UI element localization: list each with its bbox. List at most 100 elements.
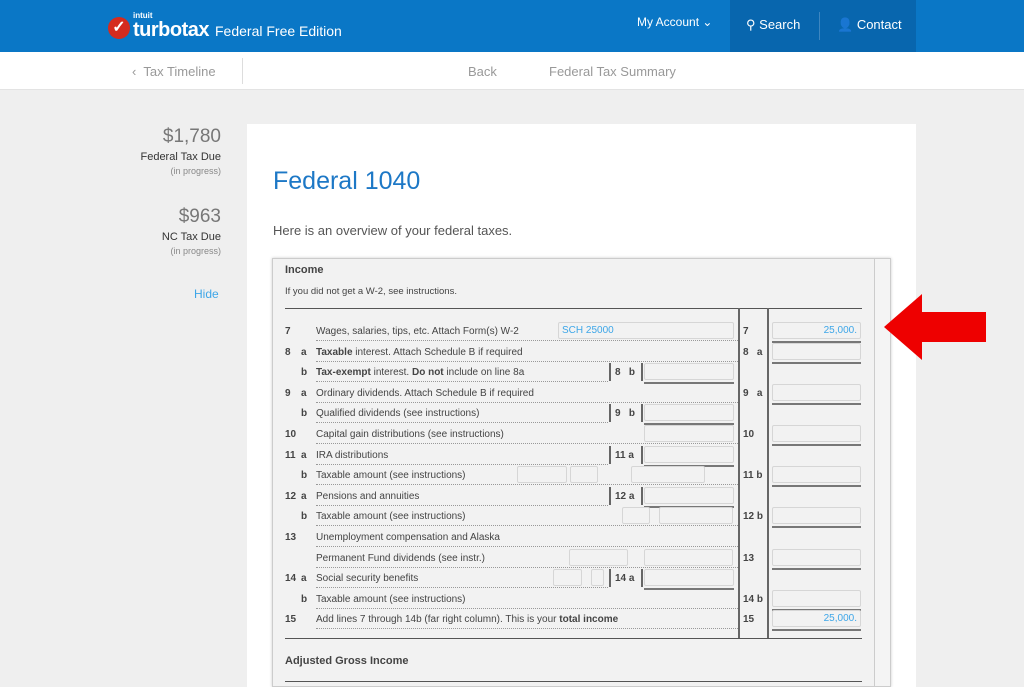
label-text: Taxable amount (see instructions)	[316, 470, 466, 482]
right-line-label: 14 b	[743, 593, 764, 605]
dotted-rule	[316, 525, 738, 527]
scrollbar[interactable]	[874, 259, 890, 686]
line-label: Ordinary dividends. Attach Schedule B if…	[316, 388, 534, 399]
mid-amount-field[interactable]	[644, 569, 734, 587]
line-label: Add lines 7 through 14b (far right colum…	[316, 614, 618, 625]
contact-button[interactable]: 👤 Contact	[837, 17, 902, 33]
line-number: 15	[285, 614, 297, 626]
field-rule	[772, 629, 861, 632]
mid-line-label: 14 a	[615, 573, 635, 585]
field-rule	[644, 382, 734, 385]
amount-field[interactable]	[772, 589, 861, 607]
contact-label: Contact	[856, 17, 902, 32]
federal-amount: $1,780	[162, 126, 221, 147]
tax-timeline-link[interactable]: ‹ Tax Timeline	[132, 64, 216, 79]
right-line-label: 12 b	[743, 511, 764, 523]
form-row: 14 a Social security benefits 14 a	[273, 568, 873, 591]
mid-amount-field[interactable]	[644, 425, 734, 442]
field-rule	[644, 588, 734, 591]
agi-heading: Adjusted Gross Income	[285, 655, 409, 667]
entry-field[interactable]	[631, 466, 705, 484]
line-number: 10	[285, 429, 297, 440]
entry-field[interactable]	[569, 548, 628, 566]
mid-line-label: 11 a	[615, 449, 634, 461]
line-letter: b	[301, 367, 308, 379]
form-row: b Taxable amount (see instructions) 11 b	[273, 465, 873, 488]
line-number: 13	[285, 532, 297, 543]
field-rule	[772, 526, 861, 529]
turbotax-logo[interactable]: ✓ intuit turbotax Federal Free Edition	[108, 11, 342, 41]
state-label: NC Tax Due	[161, 231, 221, 243]
amount-field[interactable]	[772, 383, 861, 401]
wages-detail-field[interactable]: SCH 25000	[558, 322, 734, 339]
amount-field[interactable]	[772, 466, 861, 484]
entry-field[interactable]	[622, 507, 650, 525]
line-number: 14	[285, 573, 297, 585]
person-icon: 👤	[837, 17, 854, 32]
amount-field[interactable]: 25,000.	[772, 610, 861, 628]
right-line-label: 15	[743, 614, 755, 626]
form-row: 7 Wages, salaries, tips, etc. Attach Form…	[273, 321, 873, 343]
entry-field[interactable]	[517, 466, 567, 484]
amount-field[interactable]	[772, 507, 861, 525]
mid-amount-field[interactable]	[644, 404, 734, 422]
w2-note: If you did not get a W-2, see instructio…	[285, 286, 457, 297]
label-text: interest.	[370, 367, 412, 379]
entry-field[interactable]	[553, 569, 582, 587]
right-line-label: 10	[743, 429, 755, 440]
label-text: Unemployment compensation and Alaska	[316, 532, 500, 543]
label-text: include on line 8a	[443, 367, 525, 379]
entry-field[interactable]	[570, 466, 598, 484]
federal-tax-summary-link[interactable]: Federal Tax Summary	[549, 64, 676, 79]
field-rule	[644, 505, 734, 508]
form-row: 9 a Ordinary dividends. Attach Schedule B …	[273, 383, 873, 405]
amount-field[interactable]	[772, 342, 861, 360]
checkmark-icon: ✓	[108, 17, 130, 39]
dotted-rule	[316, 546, 738, 547]
right-line-label: 7	[743, 326, 749, 337]
field-rule	[772, 361, 861, 364]
rule	[609, 445, 611, 464]
label-text: Taxable amount (see instructions)	[316, 511, 466, 523]
column-rule	[767, 308, 769, 638]
label-text: Taxable amount (see instructions)	[316, 593, 466, 605]
label-text: IRA distributions	[316, 449, 389, 461]
line-letter: a	[301, 387, 307, 399]
entry-field[interactable]	[644, 548, 733, 566]
back-link[interactable]: Back	[468, 64, 497, 79]
form-row: b Qualified dividends (see instructions) 9…	[273, 403, 873, 426]
amount-field[interactable]	[772, 425, 861, 442]
chevron-down-icon: ⌄	[702, 15, 713, 29]
income-heading: Income	[285, 264, 324, 276]
field-rule	[772, 341, 861, 343]
sub-navigation: ‹ Tax Timeline Back Federal Tax Summary	[0, 52, 1024, 90]
rule	[609, 486, 611, 505]
red-arrow-icon	[884, 294, 986, 360]
edition-name: Federal Free Edition	[215, 23, 342, 39]
line-label: Qualified dividends (see instructions)	[316, 408, 479, 419]
search-icon: ⚲	[746, 17, 756, 32]
search-button[interactable]: ⚲ Search	[746, 17, 800, 33]
amount-field[interactable]	[772, 548, 861, 566]
intro-text: Here is an overview of your federal taxe…	[273, 223, 513, 238]
line-letter: b	[301, 470, 308, 482]
form-row: b Taxable amount (see instructions) 12 b	[273, 506, 873, 529]
line-label: Unemployment compensation and Alaska	[316, 532, 500, 543]
line-number: 8	[285, 346, 291, 358]
my-account-menu[interactable]: My Account ⌄	[637, 15, 712, 29]
rule	[641, 486, 643, 505]
mid-amount-field[interactable]	[644, 363, 734, 381]
form-row: 11 a IRA distributions 11 a	[273, 445, 873, 467]
entry-field[interactable]	[659, 507, 733, 525]
mid-amount-field[interactable]	[644, 445, 734, 463]
right-line-label: 13	[743, 552, 755, 564]
hide-link[interactable]: Hide	[194, 287, 219, 301]
line-letter: b	[301, 511, 308, 523]
brand-block: intuit turbotax	[133, 11, 210, 41]
amount-field[interactable]: 25,000.	[772, 322, 861, 339]
mid-amount-field[interactable]	[644, 486, 734, 504]
field-rule	[644, 464, 734, 467]
line-number: 7	[285, 326, 291, 337]
entry-field[interactable]	[591, 569, 604, 587]
divider	[285, 638, 862, 639]
